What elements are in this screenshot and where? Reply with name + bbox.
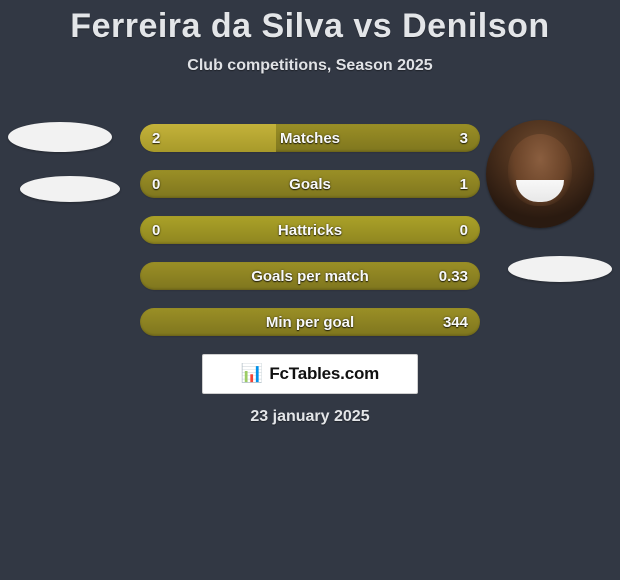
watermark-box: 📊 FcTables.com xyxy=(202,354,418,394)
page-title: Ferreira da Silva vs Denilson xyxy=(0,8,620,45)
stats-bars: 2Matches30Goals10Hattricks0Goals per mat… xyxy=(140,124,480,354)
avatar-right-placeholder xyxy=(508,256,612,282)
stat-label: Min per goal xyxy=(140,308,480,336)
stat-row: 0Goals1 xyxy=(140,170,480,198)
stat-row: Min per goal344 xyxy=(140,308,480,336)
watermark: 📊 FcTables.com xyxy=(0,354,620,394)
subtitle: Club competitions, Season 2025 xyxy=(0,57,620,75)
stat-label: Goals per match xyxy=(140,262,480,290)
stat-label: Hattricks xyxy=(140,216,480,244)
avatar-left-placeholder-2 xyxy=(20,176,120,202)
avatar-right-photo xyxy=(486,120,594,228)
stat-value-right: 0.33 xyxy=(439,262,468,290)
comparison-card: Ferreira da Silva vs Denilson Club compe… xyxy=(0,0,620,580)
stat-value-right: 1 xyxy=(460,170,468,198)
stat-row: 0Hattricks0 xyxy=(140,216,480,244)
stat-row: Goals per match0.33 xyxy=(140,262,480,290)
stat-value-right: 3 xyxy=(460,124,468,152)
watermark-text: FcTables.com xyxy=(269,364,379,384)
stat-value-right: 344 xyxy=(443,308,468,336)
stat-label: Matches xyxy=(140,124,480,152)
stat-label: Goals xyxy=(140,170,480,198)
stat-row: 2Matches3 xyxy=(140,124,480,152)
date-line: 23 january 2025 xyxy=(0,408,620,426)
stat-value-right: 0 xyxy=(460,216,468,244)
avatar-left-placeholder-1 xyxy=(8,122,112,152)
chart-icon: 📊 xyxy=(241,364,263,382)
